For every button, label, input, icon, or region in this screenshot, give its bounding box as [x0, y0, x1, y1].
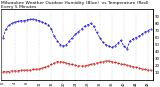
- Text: Milwaukee Weather Outdoor Humidity (Blue)  vs Temperature (Red)  Every 5 Minutes: Milwaukee Weather Outdoor Humidity (Blue…: [1, 1, 150, 9]
